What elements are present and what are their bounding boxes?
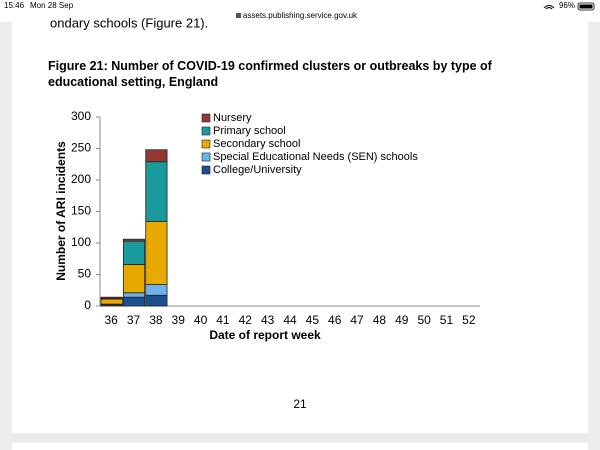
document-page (12, 0, 588, 433)
bar-segment (122, 240, 146, 265)
bar-segment (100, 296, 123, 299)
y-tick-label: 0 (84, 298, 91, 312)
lock-icon (236, 13, 241, 18)
url: assets.publishing.service.gov.uk (243, 11, 358, 20)
status-date: Mon 28 Sep (30, 1, 74, 10)
legend-label: College/University (213, 164, 302, 176)
bar-segment (122, 264, 146, 294)
x-tick-label: 52 (462, 313, 476, 327)
y-tick-label: 250 (71, 141, 91, 155)
legend-swatch (201, 165, 211, 175)
bar-segment (145, 221, 168, 285)
x-axis-title: Date of report week (209, 328, 321, 342)
legend-swatch (201, 113, 211, 123)
x-tick-label: 39 (172, 313, 186, 327)
x-tick-label: 50 (417, 313, 431, 327)
legend-label: Special Educational Needs (SEN) schools (213, 151, 418, 163)
status-time: 15:46 (4, 1, 25, 10)
bar-segment (122, 238, 146, 242)
x-tick-label: 51 (440, 313, 454, 327)
next-page (12, 443, 588, 450)
bar-segment (145, 149, 168, 163)
legend-label: Nursery (213, 112, 252, 124)
x-tick-label: 44 (283, 313, 297, 327)
preceding-text: ondary schools (Figure 21). (50, 15, 208, 30)
bar-segment (122, 292, 146, 298)
x-tick-label: 41 (216, 313, 230, 327)
legend-swatch (201, 126, 211, 136)
legend-label: Secondary school (213, 138, 300, 150)
bar-segment (145, 294, 168, 307)
legend-label: Primary school (213, 125, 286, 137)
title-box: Figure 21: Number of COVID-19 confirmed … (48, 59, 492, 89)
page-number: 21 (293, 397, 307, 411)
bar-segment (122, 296, 146, 307)
x-tick-label: 40 (194, 313, 208, 327)
chart-title: Figure 21: Number of COVID-19 confirmed … (48, 59, 492, 89)
wifi-icon (543, 5, 555, 10)
x-tick-label: 37 (127, 313, 141, 327)
status-bar (0, 0, 600, 22)
legend-swatch (201, 152, 211, 162)
battery-level: 96% (559, 1, 575, 10)
y-tick-label: 200 (71, 172, 91, 186)
x-tick-label: 43 (261, 313, 275, 327)
y-tick-label: 300 (71, 109, 91, 123)
x-tick-label: 42 (239, 313, 253, 327)
x-tick-label: 47 (350, 313, 364, 327)
x-tick-label: 38 (149, 313, 163, 327)
x-tick-label: 46 (328, 313, 342, 327)
battery-fill (579, 4, 593, 9)
x-tick-label: 45 (306, 313, 320, 327)
y-tick-label: 100 (71, 235, 91, 249)
bar-segment (145, 284, 168, 296)
y-tick-label: 150 (71, 204, 91, 218)
x-tick-label: 48 (373, 313, 387, 327)
bar-segment (100, 298, 123, 305)
x-tick-label: 49 (395, 313, 409, 327)
y-tick-label: 50 (78, 267, 92, 281)
y-axis-title: Number of ARI incidents (54, 141, 68, 281)
legend-swatch (201, 139, 211, 149)
bar-segment (145, 161, 168, 222)
battery-icon (577, 2, 595, 11)
x-tick-label: 36 (104, 313, 118, 327)
